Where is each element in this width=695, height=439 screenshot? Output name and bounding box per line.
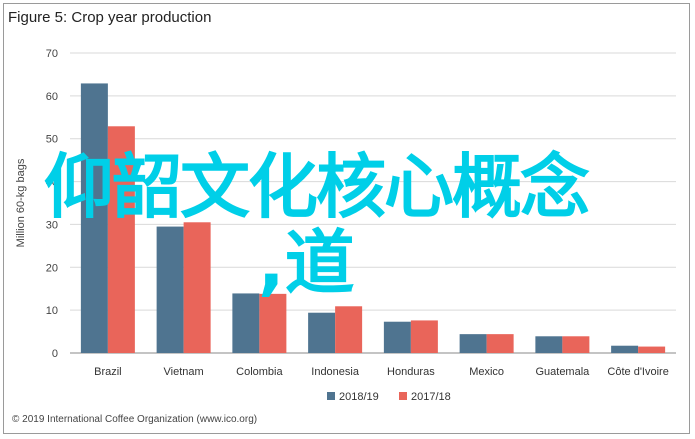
y-tick-label: 60 (46, 91, 58, 103)
overlay-text-line1: 仰韶文化核心概念 (44, 146, 590, 228)
bar-2017-18 (562, 336, 590, 353)
y-tick-label: 40 (46, 177, 58, 189)
y-tick-label: 50 (46, 134, 58, 146)
bar-2018-19 (80, 83, 108, 353)
bar-2018-19 (308, 312, 336, 353)
bar-2017-18 (183, 222, 211, 353)
bar-2018-19 (459, 334, 487, 353)
legend-swatch (399, 392, 407, 400)
y-tick-label: 10 (46, 305, 58, 317)
y-tick-label: 20 (46, 262, 58, 274)
chart-title: Figure 5: Crop year production (8, 9, 212, 26)
x-tick-label: Honduras (387, 366, 435, 378)
y-tick-label: 30 (46, 219, 58, 231)
x-tick-label: Colombia (236, 366, 283, 378)
legend-swatch (327, 392, 335, 400)
x-tick-label: Indonesia (311, 366, 360, 378)
bar-2018-19 (611, 345, 639, 353)
y-tick-label: 0 (52, 348, 58, 360)
legend-label: 2018/19 (339, 391, 379, 403)
bar-2017-18 (107, 126, 135, 354)
chart-credit: © 2019 International Coffee Organization… (12, 414, 258, 425)
bar-2018-19 (156, 226, 184, 353)
x-tick-label: Côte d'Ivoire (607, 366, 668, 378)
bar-2018-19 (383, 321, 411, 353)
legend-label: 2017/18 (411, 391, 451, 403)
bar-2018-19 (232, 293, 260, 353)
bar-2017-18 (486, 334, 514, 353)
x-tick-label: Mexico (469, 366, 504, 378)
overlay-text-line2: ,道 (258, 222, 355, 304)
y-tick-label: 70 (46, 48, 58, 60)
y-axis-label: Million 60-kg bags (15, 158, 27, 247)
x-tick-label: Vietnam (164, 366, 204, 378)
bar-2017-18 (335, 306, 363, 353)
bar-2017-18 (638, 346, 666, 353)
bar-2018-19 (535, 336, 563, 353)
x-tick-label: Brazil (94, 366, 122, 378)
bar-2017-18 (410, 320, 438, 353)
bar-2017-18 (259, 293, 287, 353)
x-tick-label: Guatemala (535, 366, 590, 378)
